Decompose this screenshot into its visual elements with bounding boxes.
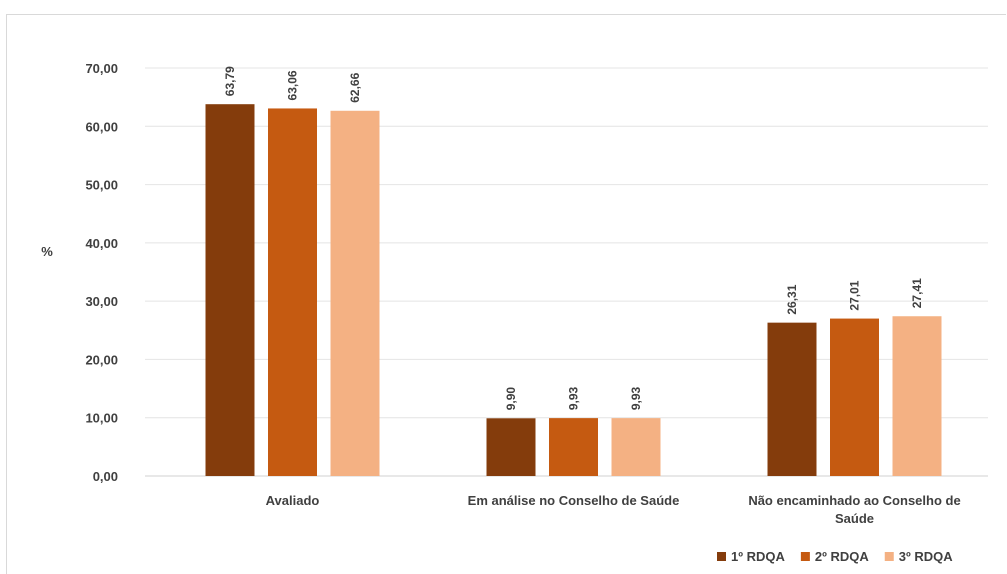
legend-swatch <box>717 552 726 561</box>
bar <box>767 322 817 476</box>
data-label: 62,66 <box>348 72 362 102</box>
data-label: 63,79 <box>223 66 237 96</box>
legend-swatch <box>800 552 810 561</box>
bar <box>611 418 661 476</box>
bar <box>486 418 536 476</box>
data-label: 27,41 <box>910 278 924 308</box>
legend-label: 1º RDQA <box>731 549 785 564</box>
data-label: 9,93 <box>567 386 581 410</box>
category-label: Não encaminhado ao Conselho de <box>748 493 960 508</box>
legend-label: 3º RDQA <box>899 549 953 564</box>
bar <box>892 316 942 476</box>
category-label: Em análise no Conselho de Saúde <box>468 493 680 508</box>
y-tick-label: 20,00 <box>85 352 118 367</box>
bar <box>330 110 380 477</box>
y-tick-label: 0,00 <box>93 469 118 484</box>
y-tick-label: 10,00 <box>85 411 118 426</box>
chart-frame <box>6 14 1006 574</box>
y-tick-label: 30,00 <box>85 294 118 309</box>
bar <box>268 108 317 476</box>
data-label: 26,31 <box>785 284 799 314</box>
data-label: 63,06 <box>286 70 300 100</box>
data-label: 27,01 <box>848 280 862 310</box>
y-tick-label: 70,00 <box>85 61 118 76</box>
legend-label: 2º RDQA <box>815 549 869 564</box>
bar <box>205 104 255 476</box>
y-tick-label: 60,00 <box>85 119 118 134</box>
data-label: 9,90 <box>504 387 518 411</box>
y-tick-label: 40,00 <box>85 236 118 251</box>
y-axis-label: % <box>41 244 53 259</box>
bar <box>549 418 598 476</box>
data-label: 9,93 <box>629 386 643 410</box>
category-label: Avaliado <box>266 493 320 508</box>
y-tick-label: 50,00 <box>85 178 118 193</box>
bar <box>830 318 879 476</box>
category-label: Saúde <box>835 511 874 526</box>
legend-swatch <box>884 552 894 561</box>
